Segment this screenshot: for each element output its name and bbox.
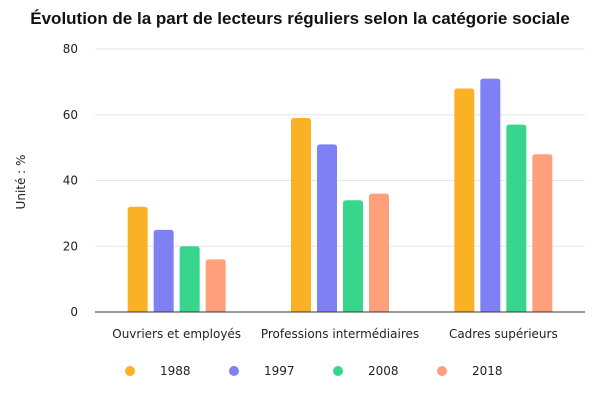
x-axis-categories: Ouvriers et employés Professions interméd… (112, 327, 557, 341)
bar (480, 78, 501, 313)
y-tick-label: 80 (63, 42, 78, 56)
legend-item: 2018 (437, 364, 503, 378)
legend-item: 2008 (333, 364, 399, 378)
y-tick-label: 20 (63, 239, 78, 253)
legend-swatch (333, 366, 343, 376)
y-tick-label: 40 (63, 174, 78, 188)
legend-item: 1988 (125, 364, 191, 378)
bar (205, 259, 226, 312)
bar (343, 200, 363, 312)
x-category-label: Professions intermédiaires (261, 327, 419, 341)
bar (506, 124, 527, 312)
chart-title: Évolution de la part de lecteurs régulie… (30, 9, 569, 28)
bar (454, 88, 475, 312)
legend-swatch (229, 366, 239, 376)
legend-label: 1988 (160, 364, 191, 378)
x-category-label: Ouvriers et employés (112, 327, 241, 341)
bar (291, 118, 311, 312)
bar (317, 144, 337, 312)
bar (153, 229, 174, 312)
y-tick-label: 0 (70, 305, 78, 319)
bar (179, 246, 200, 312)
y-axis-ticks: 0 20 40 60 80 (63, 42, 78, 319)
legend: 1988 1997 2008 2018 (125, 364, 503, 378)
legend-swatch (125, 366, 135, 376)
legend-item: 1997 (229, 364, 295, 378)
legend-label: 2018 (472, 364, 503, 378)
legend-label: 2008 (368, 364, 399, 378)
bar (532, 154, 553, 312)
x-category-label: Cadres supérieurs (449, 327, 558, 341)
bar (127, 206, 148, 312)
bars (127, 78, 553, 313)
legend-swatch (437, 366, 447, 376)
y-axis-label: Unité : % (14, 155, 28, 210)
y-tick-label: 60 (63, 108, 78, 122)
grid-lines (95, 48, 585, 247)
legend-label: 1997 (264, 364, 295, 378)
bar (369, 193, 389, 312)
